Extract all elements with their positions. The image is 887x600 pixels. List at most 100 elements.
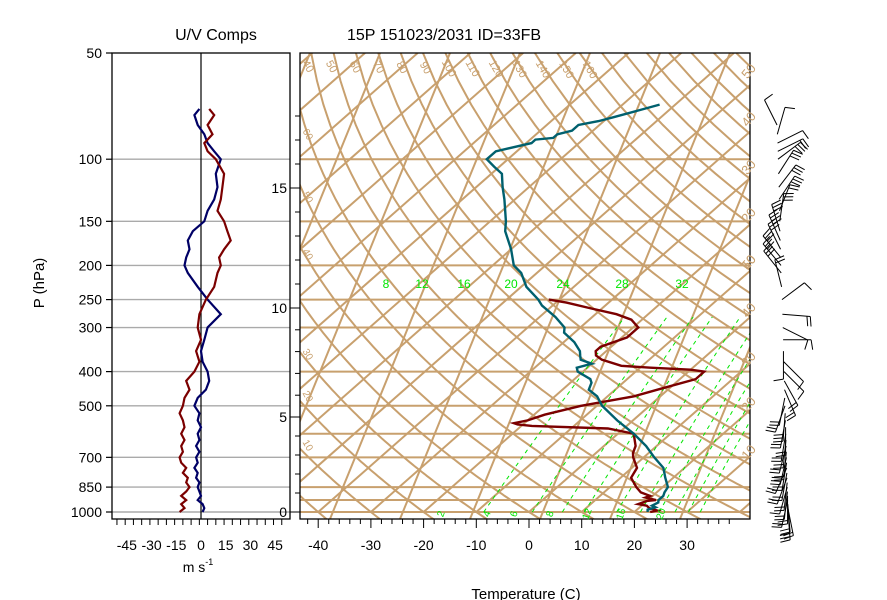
dry-adiabat [300, 105, 702, 519]
left-adiabat-label-2: 40 [300, 247, 315, 263]
height-tick-label-0: 0 [279, 504, 287, 520]
uv-ytick-label-300: 300 [79, 320, 103, 336]
wind-barb-feather [789, 184, 800, 188]
isotherm [581, 362, 750, 513]
wind-barb-staff [776, 107, 786, 135]
uv-x-ticks: -45 -30 -15 0 15 30 45 [116, 519, 283, 553]
wind-barb-feather [773, 433, 784, 436]
v-component-line [178, 108, 232, 513]
uv-xlabel-exponent: -1 [205, 557, 213, 567]
wind-barb-staff [777, 130, 803, 144]
wind-barb-feather [775, 451, 786, 454]
wind-barb-feather [791, 169, 801, 176]
wind-barb-feather [810, 339, 814, 350]
wind-barb-feather [773, 378, 784, 382]
wind-barb-feather [795, 164, 805, 171]
wind-barb-feather [777, 520, 788, 523]
mixing-ratio-bottom-label-1: 4 [482, 509, 494, 518]
wind-barb-feather [774, 475, 785, 478]
isotherm [300, 53, 682, 391]
wind-barb-feather [766, 426, 777, 430]
wind-barb-feather [804, 339, 809, 350]
mixing-ratio-bottom-label-4: 12 [581, 507, 595, 522]
wind-barb-feather [775, 454, 786, 458]
dry-adiabat [300, 447, 382, 519]
temperature-xlabel: Temperature (C) [471, 586, 580, 600]
mixing-ratio-line [531, 316, 668, 513]
wind-barb-feather [767, 501, 778, 505]
dry-adiabat [489, 53, 750, 318]
skewt-plot-area [300, 53, 750, 519]
height-tick-label-10: 10 [271, 300, 287, 316]
wind-barb-feather [764, 230, 773, 239]
wind-barb-feather [770, 468, 781, 471]
wind-barb-feather [785, 411, 795, 419]
wind-barb-feather [783, 535, 794, 540]
isotherm [528, 315, 750, 513]
wind-barb-feather [779, 528, 790, 532]
wind-barb-feather [772, 202, 782, 209]
isobar-lines [300, 158, 750, 513]
uv-ytick-label-100: 100 [79, 151, 103, 167]
mixing-ratio-label-32: 32 [675, 277, 689, 291]
uv-xtick-label-3: 0 [197, 537, 205, 553]
sounding-profiles [485, 103, 707, 514]
temperature-tick-label-2: -20 [413, 537, 433, 553]
wind-barb-staff [782, 313, 811, 318]
isotherm [300, 53, 630, 344]
wind-barb-feather [773, 440, 784, 443]
wind-barb-staff [778, 397, 786, 426]
u-component-line [183, 108, 223, 513]
uv-ytick-label-1000: 1000 [71, 504, 102, 520]
height-ticks: 0 5 10 15 [271, 115, 300, 520]
wind-barb-feather [791, 152, 802, 158]
mixing-ratio-bottom-label-3: 8 [545, 509, 557, 518]
wind-barb-feather [794, 146, 803, 154]
wind-barb-staff [783, 482, 788, 511]
wind-barb-feather [765, 429, 776, 433]
wind-barb-staff [781, 472, 788, 501]
wind-barb-feather [804, 282, 812, 291]
wind-barb-staff [777, 149, 794, 175]
wind-barb-staff [778, 164, 797, 188]
left-adiabat-label-5: 10 [300, 438, 315, 454]
mixing-ratio-line [561, 316, 694, 513]
dewpoint-profile [485, 103, 670, 512]
uv-ytick-label-200: 200 [79, 257, 103, 273]
height-tick-label-15: 15 [271, 180, 287, 196]
dry-adiabat-label-80: 80 [393, 59, 410, 76]
wind-barb-feather [769, 471, 780, 474]
wind-barb-staff [777, 142, 801, 160]
wind-barb-feather [770, 480, 781, 482]
temperature-tick-label-7: 30 [679, 537, 695, 553]
wind-barb-feather [794, 175, 804, 181]
uv-ytick-label-850: 850 [79, 479, 103, 495]
dry-adiabat-label-90: 90 [417, 60, 434, 77]
left-adiabat-label-4: 20 [300, 389, 315, 405]
wind-barb-feather [770, 483, 781, 486]
wind-barb-staff [781, 282, 805, 300]
mixing-ratio-line [616, 316, 741, 513]
uv-ytick-label-700: 700 [79, 449, 103, 465]
wind-barb-feather [773, 464, 784, 466]
wind-barb-staff [778, 175, 796, 200]
wind-barb-staff [783, 451, 787, 480]
wind-barb-feather [790, 181, 801, 187]
temperature-tick-label-3: -10 [466, 537, 486, 553]
wind-barb-staff [762, 235, 782, 258]
uv-ytick-label-500: 500 [79, 398, 103, 414]
dry-adiabat [511, 53, 750, 295]
wind-barb-feather [770, 212, 779, 219]
wind-barb-staff [787, 504, 791, 533]
mixing-ratio-label-24: 24 [556, 277, 570, 291]
isotherm [300, 53, 735, 437]
isotherm [633, 408, 750, 513]
wind-barb-feather [797, 144, 806, 152]
mixing-ratio-bottom-label-2: 6 [509, 509, 521, 518]
wind-barb-staff [783, 371, 805, 392]
uv-components-panel: U/V Comps P (hPa) 5010015020025030040050… [31, 27, 291, 575]
dry-adiabat [332, 53, 750, 492]
temperature-profile [509, 298, 707, 514]
